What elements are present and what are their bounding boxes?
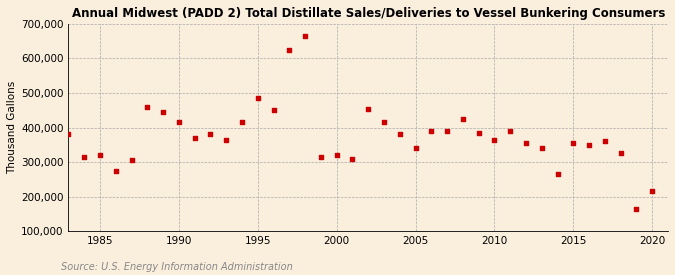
Point bbox=[363, 106, 374, 111]
Point bbox=[331, 153, 342, 157]
Point bbox=[79, 155, 90, 159]
Point bbox=[268, 108, 279, 112]
Point bbox=[441, 129, 452, 133]
Point bbox=[552, 172, 563, 176]
Point bbox=[473, 131, 484, 135]
Point bbox=[426, 129, 437, 133]
Point bbox=[394, 132, 405, 137]
Point bbox=[631, 207, 642, 212]
Point bbox=[616, 151, 626, 156]
Point bbox=[410, 146, 421, 150]
Point bbox=[568, 141, 578, 145]
Point bbox=[95, 153, 105, 157]
Point bbox=[284, 48, 295, 52]
Point bbox=[458, 117, 468, 121]
Point bbox=[205, 132, 216, 137]
Point bbox=[237, 120, 248, 125]
Point bbox=[173, 120, 184, 125]
Point bbox=[347, 156, 358, 161]
Point bbox=[111, 169, 122, 173]
Point bbox=[489, 138, 500, 142]
Y-axis label: Thousand Gallons: Thousand Gallons bbox=[7, 81, 17, 174]
Point bbox=[647, 189, 657, 194]
Point bbox=[379, 120, 389, 125]
Point bbox=[126, 158, 137, 163]
Point bbox=[505, 129, 516, 133]
Point bbox=[158, 110, 169, 114]
Point bbox=[315, 155, 326, 159]
Point bbox=[537, 146, 547, 150]
Point bbox=[142, 104, 153, 109]
Point bbox=[584, 143, 595, 147]
Point bbox=[221, 138, 232, 142]
Title: Annual Midwest (PADD 2) Total Distillate Sales/Deliveries to Vessel Bunkering Co: Annual Midwest (PADD 2) Total Distillate… bbox=[72, 7, 665, 20]
Point bbox=[599, 139, 610, 144]
Point bbox=[520, 141, 531, 145]
Point bbox=[189, 136, 200, 140]
Point bbox=[252, 96, 263, 100]
Text: Source: U.S. Energy Information Administration: Source: U.S. Energy Information Administ… bbox=[61, 262, 292, 272]
Point bbox=[63, 132, 74, 137]
Point bbox=[300, 34, 310, 38]
